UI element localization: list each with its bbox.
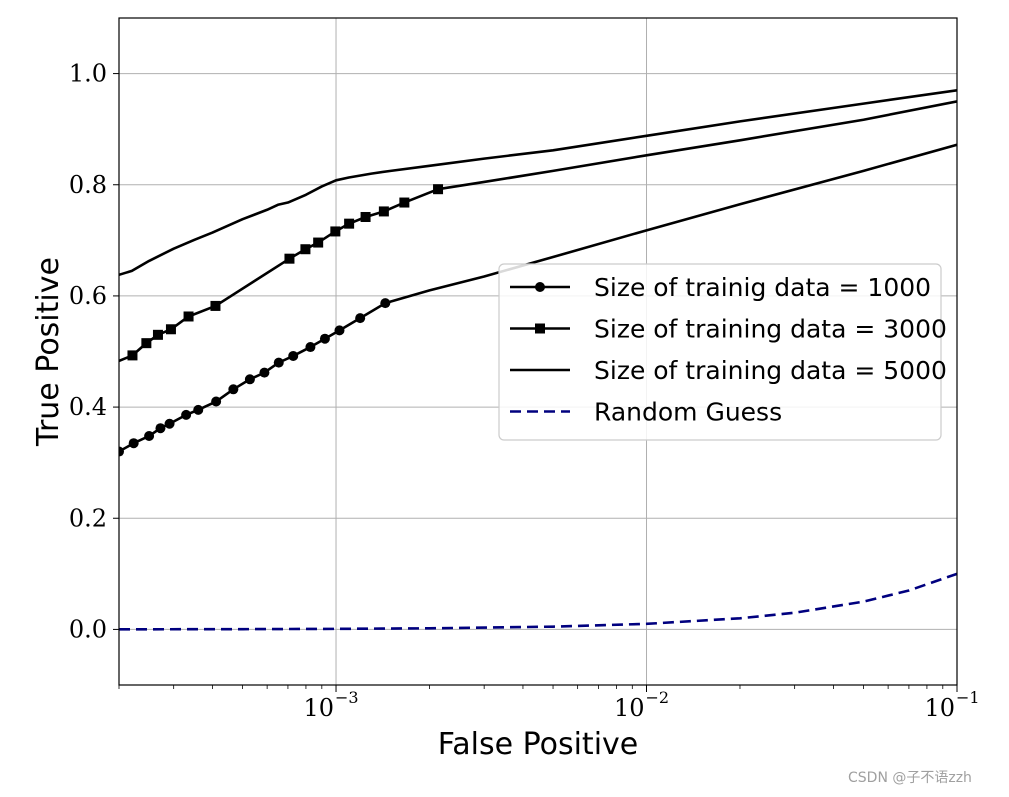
x-tick-exponent: −2 — [646, 688, 670, 707]
legend-box — [498, 263, 942, 441]
x-tick-exponent: −1 — [956, 688, 980, 707]
series-2-point — [330, 226, 341, 237]
legend-item-1: Size of trainig data = 1000 — [510, 273, 931, 302]
legend-label: Size of trainig data = 1000 — [594, 273, 931, 302]
y-tick-label: 1.0 — [69, 60, 107, 88]
series-1-point — [228, 384, 239, 395]
series-2-point — [433, 184, 444, 195]
series-1-point — [164, 418, 175, 429]
series-2-point — [284, 253, 295, 264]
series-1-point — [181, 409, 192, 420]
series-1-point — [334, 325, 345, 336]
x-tick-label: 10 −2 — [614, 688, 669, 722]
plot-frame — [118, 17, 958, 686]
series-1-point — [380, 298, 391, 309]
legend-swatch-marker — [535, 323, 545, 334]
x-tick-label: 10 −3 — [303, 688, 358, 722]
y-axis-title: True Positive — [31, 257, 66, 447]
series-2-point — [399, 197, 410, 208]
x-tick-base: 10 — [303, 694, 334, 722]
x-tick-label: 10 −1 — [924, 688, 979, 722]
series-1-point — [259, 367, 270, 378]
x-tick-exponent: −3 — [335, 688, 359, 707]
series-2-point — [165, 324, 176, 335]
series-1-point — [193, 404, 204, 415]
series-1-point — [211, 396, 222, 407]
series-2-line — [119, 100, 957, 363]
series-1-point — [355, 313, 366, 324]
y-tick-label: 0.6 — [69, 282, 107, 310]
legend-item-3: Size of training data = 5000 — [510, 356, 947, 385]
x-tick-base: 10 — [614, 694, 645, 722]
series-3-line — [119, 88, 957, 277]
y-tick-label: 0.4 — [69, 393, 107, 421]
series-2-point — [152, 329, 163, 340]
legend-label: Size of training data = 3000 — [594, 315, 947, 344]
watermark: CSDN @子不语zzh — [848, 770, 972, 786]
legend-label: Size of training data = 5000 — [594, 356, 947, 385]
ticks: 0.00.20.40.60.81.010 −3 10 −2 10 −1 — [69, 60, 980, 722]
series-1-point — [273, 357, 284, 368]
legend-item-2: Size of training data = 3000 — [510, 315, 947, 344]
legend-item-4: Random Guess — [510, 398, 782, 427]
y-tick-label: 0.2 — [69, 504, 107, 532]
series-2-point — [127, 350, 138, 361]
series-2-point — [344, 218, 355, 229]
series-1-point — [119, 446, 124, 457]
series-2-point — [183, 311, 194, 322]
series-1-point — [288, 350, 299, 361]
x-tick-base: 10 — [924, 694, 955, 722]
series-2-point — [141, 338, 152, 349]
series-1-point — [128, 438, 139, 449]
series-2-point — [300, 244, 311, 255]
y-tick-label: 0.0 — [69, 615, 107, 643]
series-2-point — [210, 300, 221, 311]
series-1-point — [155, 423, 166, 434]
series-1-point — [319, 333, 330, 344]
y-tick-label: 0.8 — [69, 171, 107, 199]
series-2-point — [313, 237, 324, 248]
series-layer — [119, 88, 957, 631]
series-2-point — [360, 211, 371, 222]
legend-swatch-marker — [535, 282, 545, 292]
series-2-point — [378, 206, 389, 217]
legend-label: Random Guess — [594, 398, 782, 427]
series-1-point — [144, 430, 155, 441]
legend: Size of trainig data = 1000 Size of train… — [498, 263, 947, 441]
series-1-point — [305, 342, 316, 353]
x-axis-title: False Positive — [438, 727, 639, 762]
series-4-line — [119, 572, 957, 631]
series-1-point — [244, 374, 255, 385]
